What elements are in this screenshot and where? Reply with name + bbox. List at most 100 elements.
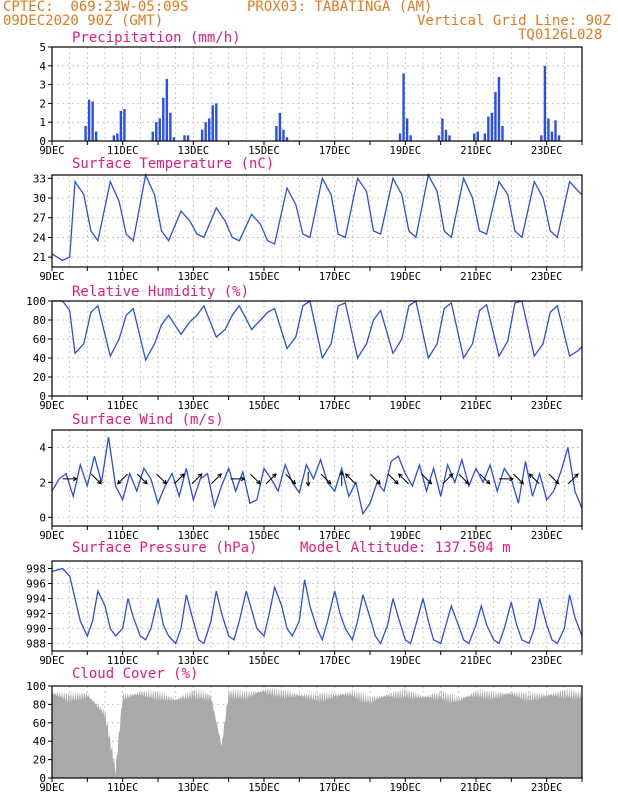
panel-frame (51, 174, 583, 268)
wind-arrow (344, 473, 356, 485)
precip-bar (275, 125, 278, 141)
x-tick-label: 17DEC (319, 400, 351, 412)
y-tick-label: 30 (33, 192, 46, 205)
precip-bar (550, 131, 554, 141)
x-tick-label: 11DEC (107, 145, 139, 157)
precip-bar (162, 97, 165, 141)
precip-bar (494, 92, 497, 141)
cloud-cover-area (52, 686, 582, 778)
y-tick-label: 2 (39, 476, 46, 489)
temp-series-line (51, 172, 583, 262)
wind-arrow (370, 473, 381, 485)
header-run-date: 09DEC2020 90Z (GMT) (3, 13, 164, 29)
x-tick-label: 9DEC (39, 271, 64, 283)
y-tick-label: 80 (33, 698, 46, 711)
y-tick-label: 40 (33, 352, 46, 365)
x-tick-label: 15DEC (248, 400, 280, 412)
x-tick-label: 21DEC (460, 530, 492, 542)
x-tick-label: 23DEC (531, 400, 563, 412)
panel-title: Relative Humidity (%) (72, 284, 249, 300)
wind-arrow (230, 476, 246, 482)
y-tick-label: 992 (26, 608, 46, 621)
precip-bar (547, 118, 550, 141)
precip-bar (215, 103, 218, 141)
y-tick-label: 996 (26, 578, 46, 591)
wind-arrow (339, 470, 345, 486)
x-tick-label: 21DEC (460, 271, 492, 283)
x-tick-label: 21DEC (460, 655, 492, 667)
precip-bar (402, 73, 405, 141)
wind-arrow (442, 473, 454, 485)
panel-cloud: 0 20 40 60 80 100 9DEC 11DEC 13DEC 15DEC 17DEC 19DE… (26, 666, 583, 794)
y-tick-label: 40 (33, 735, 46, 748)
panel-title: Precipitation (mm/h) (72, 30, 241, 46)
precip-bar (186, 135, 190, 141)
wind-arrow (136, 473, 148, 485)
y-tick-label: 998 (26, 563, 46, 576)
precip-bar (151, 131, 154, 141)
precip-bar (285, 137, 289, 141)
x-tick-label: 9DEC (39, 530, 64, 542)
x-tick-label: 17DEC (319, 782, 351, 794)
precip-bar (84, 125, 87, 141)
x-tick-label: 19DEC (390, 655, 422, 667)
model-altitude-label: Model Altitude: 137.504 m (300, 540, 511, 556)
precip-bar (183, 135, 186, 141)
y-tick-label: 5 (39, 41, 46, 54)
panel-title: Surface Pressure (hPa) (72, 540, 257, 556)
x-tick-label: 13DEC (178, 782, 210, 794)
wind-arrow (458, 473, 470, 485)
x-tick-label: 15DEC (248, 145, 280, 157)
wind-arrow (62, 476, 78, 482)
x-tick-label: 19DEC (390, 271, 422, 283)
press-series-line (51, 567, 583, 645)
y-tick-label: 0 (39, 135, 46, 148)
x-tick-label: 15DEC (248, 271, 280, 283)
y-tick-label: 80 (33, 314, 46, 327)
y-tick-label: 24 (33, 231, 47, 244)
x-tick-label: 23DEC (531, 145, 563, 157)
precip-bar (119, 110, 123, 141)
x-tick-label: 15DEC (248, 782, 280, 794)
rh-series-line (52, 299, 583, 362)
wind-arrow (117, 473, 128, 485)
precip-bar (476, 131, 479, 141)
wind-arrow (397, 473, 409, 485)
wind-arrow (265, 473, 277, 485)
precip-bar (444, 129, 448, 141)
x-tick-label: 9DEC (39, 782, 64, 794)
x-tick-label: 19DEC (390, 782, 422, 794)
y-tick-label: 33 (33, 172, 46, 185)
wind-arrow (387, 473, 399, 485)
y-tick-label: 4 (39, 441, 46, 454)
wind-arrow (513, 473, 525, 485)
precip-bar (94, 131, 98, 141)
x-tick-label: 21DEC (460, 145, 492, 157)
panel-frame (51, 46, 583, 142)
x-tick-label: 23DEC (531, 271, 563, 283)
x-tick-label: 13DEC (178, 655, 210, 667)
x-tick-label: 11DEC (107, 655, 139, 667)
wind-arrow (548, 473, 560, 485)
x-tick-label: 23DEC (531, 782, 563, 794)
y-tick-label: 20 (33, 371, 46, 384)
panel-frame (51, 300, 583, 397)
panel-press: 988 990 992 994 996 998 9DEC 11DEC 13DEC 15DEC 17D… (26, 540, 583, 667)
x-tick-label: 13DEC (178, 145, 210, 157)
precip-bar (282, 129, 285, 141)
x-tick-label: 17DEC (319, 271, 351, 283)
x-tick-label: 9DEC (39, 145, 64, 157)
precip-bar (155, 122, 158, 141)
y-tick-label: 2 (39, 97, 46, 110)
wind-arrow (567, 473, 579, 485)
precip-bar (554, 120, 557, 141)
wind-arrow (156, 473, 168, 485)
wind-arrow (249, 473, 261, 485)
panel-title: Cloud Cover (%) (72, 666, 198, 682)
x-tick-label: 13DEC (178, 530, 210, 542)
wind-arrow (173, 473, 185, 485)
x-tick-label: 15DEC (248, 655, 280, 667)
wind-arrow (421, 473, 433, 485)
precip-bar (543, 65, 547, 141)
